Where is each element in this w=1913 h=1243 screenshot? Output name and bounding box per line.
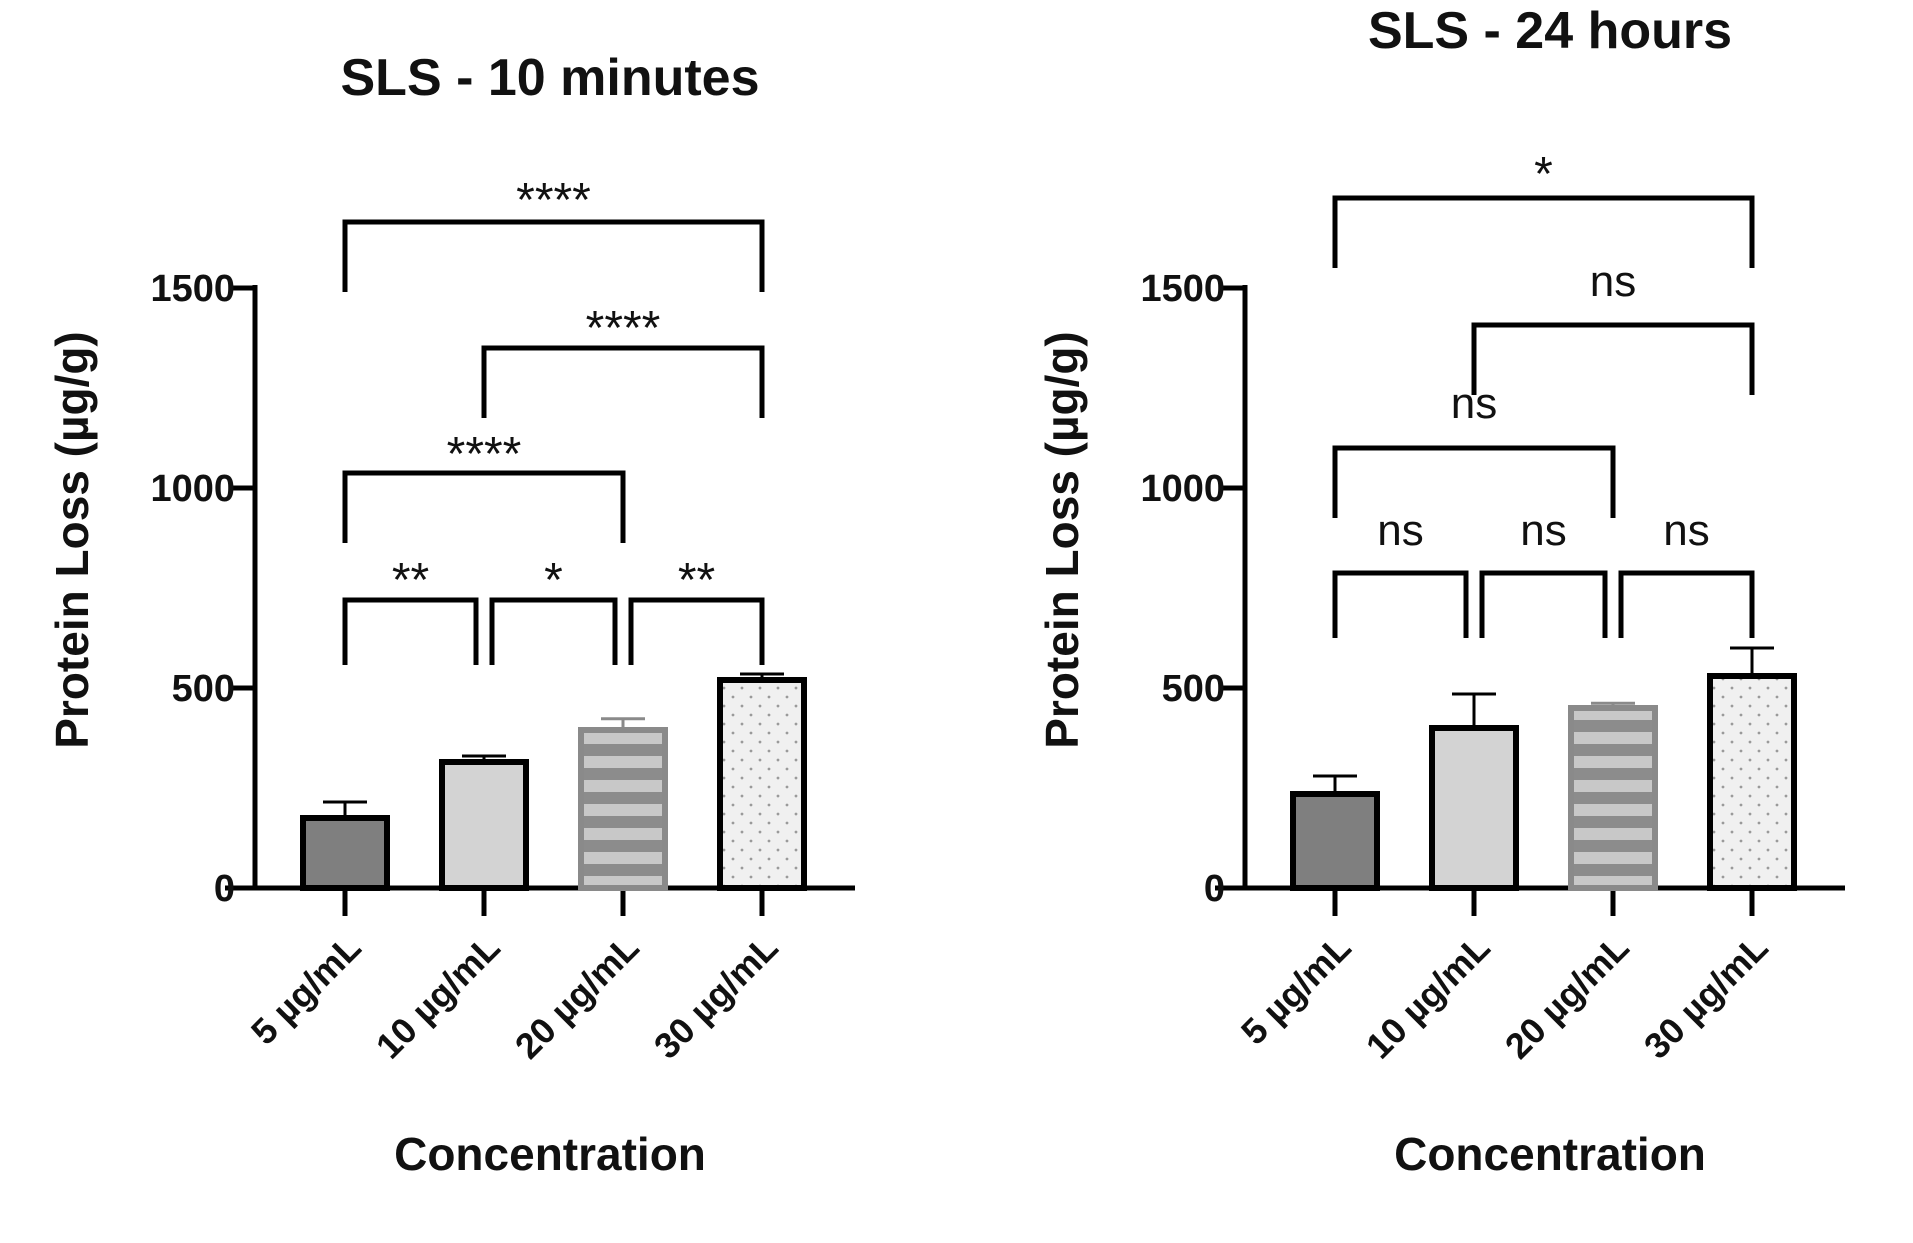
significance-label: * xyxy=(544,554,563,607)
x-category-label: 20 µg/mL xyxy=(1497,927,1637,1067)
x-axis-label: Concentration xyxy=(394,1128,706,1180)
x-category-label: 30 µg/mL xyxy=(1636,927,1776,1067)
significance-label: ns xyxy=(1451,379,1497,428)
bar xyxy=(1429,725,1519,891)
chart-sls-24-hours: SLS - 24 hours Protein Loss (µg/g) Conce… xyxy=(1036,2,1845,1180)
bar xyxy=(300,815,390,891)
y-tick-label: 1000 xyxy=(150,468,235,510)
y-tick-label: 1000 xyxy=(1140,468,1225,510)
chart-sls-10-minutes: SLS - 10 minutes Protein Loss (µg/g) Con… xyxy=(46,49,855,1180)
y-axis-label: Protein Loss (µg/g) xyxy=(1036,331,1088,749)
significance-label: **** xyxy=(447,428,522,481)
chart-title: SLS - 10 minutes xyxy=(341,49,760,107)
y-tick-label: 500 xyxy=(1162,668,1225,710)
plot-area: 0 500 1000 1500 5 µg/mL 10 µg/mL 20 µg/mL 30 µg… xyxy=(150,174,855,1067)
x-axis-label: Concentration xyxy=(1394,1128,1706,1180)
significance-bracket xyxy=(1332,445,1616,518)
y-tick-label: 1500 xyxy=(150,268,235,310)
bar xyxy=(439,759,529,891)
significance-label: ** xyxy=(392,554,429,607)
x-category-label: 30 µg/mL xyxy=(646,927,786,1067)
significance-bracket xyxy=(342,597,479,665)
x-category-label: 5 µg/mL xyxy=(1233,927,1359,1053)
significance-label: ns xyxy=(1590,257,1636,306)
significance-bracket xyxy=(1479,570,1608,638)
bar xyxy=(1290,791,1380,891)
significance-label: ** xyxy=(678,554,715,607)
significance-bracket xyxy=(1471,322,1755,395)
y-tick-label: 0 xyxy=(1204,868,1225,910)
significance-label: **** xyxy=(586,302,661,355)
y-axis-label: Protein Loss (µg/g) xyxy=(46,331,98,749)
significance-label: **** xyxy=(516,174,591,227)
bar xyxy=(1568,705,1658,891)
chart-title: SLS - 24 hours xyxy=(1368,2,1732,60)
x-category-label: 5 µg/mL xyxy=(243,927,369,1053)
significance-bracket xyxy=(342,219,765,292)
plot-area: 0 500 1000 1500 5 µg/mL 10 µg/mL 20 µg/mL 30 µg… xyxy=(1140,148,1845,1067)
significance-bracket xyxy=(1332,195,1755,268)
significance-bracket xyxy=(342,470,626,543)
x-category-label: 20 µg/mL xyxy=(507,927,647,1067)
bar xyxy=(717,677,807,891)
significance-bracket xyxy=(1332,570,1469,638)
y-tick-label: 0 xyxy=(214,868,235,910)
x-category-label: 10 µg/mL xyxy=(368,927,508,1067)
x-category-label: 10 µg/mL xyxy=(1358,927,1498,1067)
significance-bracket xyxy=(628,597,765,665)
significance-label: ns xyxy=(1377,506,1423,555)
bar xyxy=(578,727,668,891)
significance-label: ns xyxy=(1520,506,1566,555)
significance-bracket xyxy=(489,597,618,665)
significance-bracket xyxy=(481,345,765,418)
y-tick-label: 500 xyxy=(172,668,235,710)
significance-bracket xyxy=(1618,570,1755,638)
y-tick-label: 1500 xyxy=(1140,268,1225,310)
significance-label: * xyxy=(1534,148,1553,201)
bar xyxy=(1707,673,1797,891)
significance-label: ns xyxy=(1663,506,1709,555)
